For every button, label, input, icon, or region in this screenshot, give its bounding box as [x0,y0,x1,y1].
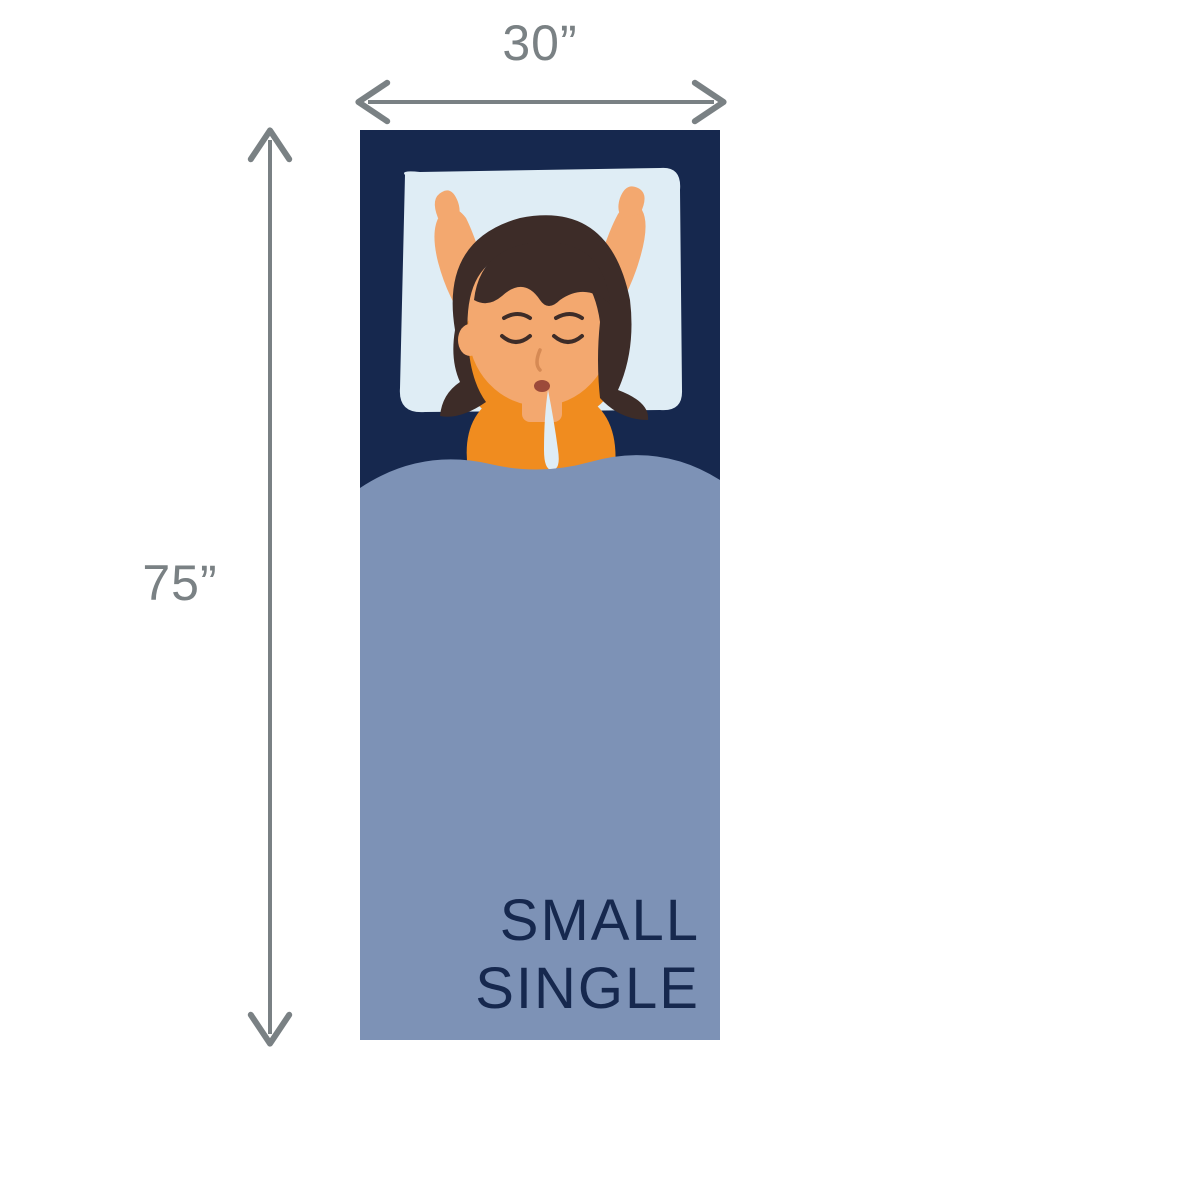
title-line1: SMALL [500,888,700,953]
height-label: 75” [142,555,217,611]
title-line2: SINGLE [475,956,700,1021]
mattress-size-diagram: SMALL SINGLE 30” 75” [0,0,1200,1200]
width-label: 30” [502,15,577,71]
mouth [534,380,550,392]
left-ear [458,324,482,356]
